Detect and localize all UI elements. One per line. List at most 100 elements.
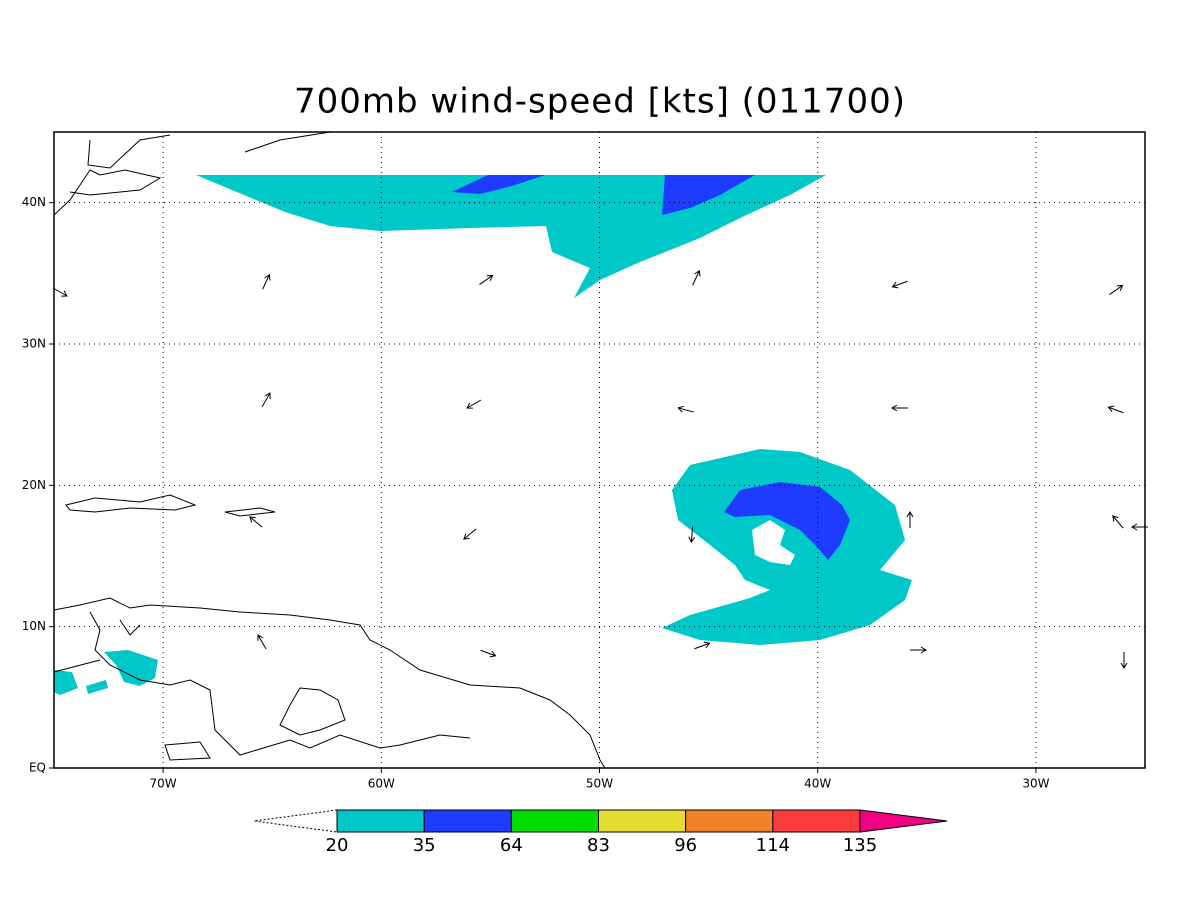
wind-arrow bbox=[1112, 515, 1124, 529]
arrow-head bbox=[249, 516, 256, 523]
arrow-shaft bbox=[52, 287, 68, 297]
wind-arrow bbox=[249, 516, 263, 528]
wind-area bbox=[86, 680, 108, 694]
colorbar-box bbox=[598, 809, 687, 833]
arrow-head bbox=[891, 404, 898, 412]
arrow-shaft bbox=[480, 649, 496, 657]
wind-arrow bbox=[1107, 405, 1124, 414]
x-tick-label: 70W bbox=[150, 777, 177, 791]
arrow-shaft bbox=[479, 275, 493, 285]
colorbar-label: 135 bbox=[843, 835, 877, 856]
colorbar-label: 114 bbox=[756, 835, 790, 856]
wind-area bbox=[452, 175, 545, 194]
arrow-head bbox=[264, 392, 271, 399]
arrow-shaft bbox=[261, 392, 271, 408]
colorbar-box bbox=[772, 809, 861, 833]
colorbar-box bbox=[510, 809, 600, 833]
y-tick-label: 30N bbox=[22, 337, 46, 351]
arrow-head bbox=[688, 536, 696, 543]
colorbar-over bbox=[859, 809, 948, 833]
arrow-head bbox=[1116, 284, 1124, 291]
colorbar-under bbox=[254, 809, 338, 833]
wind-area bbox=[662, 449, 912, 645]
arrow-shaft bbox=[690, 525, 694, 543]
colorbar-label: 35 bbox=[413, 835, 436, 856]
wind-arrow bbox=[1131, 523, 1148, 531]
wind-arrow bbox=[52, 287, 68, 297]
wind-arrow bbox=[891, 280, 908, 289]
x-tick-label: 60W bbox=[368, 777, 395, 791]
map-title: 700mb wind-speed [kts] (011700) bbox=[294, 82, 906, 122]
shading bbox=[54, 175, 912, 695]
wind-arrow bbox=[1120, 652, 1128, 669]
x-tick-label: 30W bbox=[1022, 777, 1049, 791]
wind-arrow bbox=[891, 404, 908, 412]
wind-arrow bbox=[466, 399, 482, 409]
arrow-head bbox=[264, 273, 271, 281]
colorbar-box bbox=[336, 809, 425, 833]
colorbar-box bbox=[423, 809, 512, 833]
wind-arrow bbox=[910, 646, 927, 654]
arrow-shaft bbox=[466, 399, 482, 409]
wind-arrow bbox=[257, 634, 267, 650]
colorbar-label: 83 bbox=[587, 835, 610, 856]
arrow-shaft bbox=[1112, 515, 1124, 529]
arrow-shaft bbox=[678, 407, 694, 413]
arrow-head bbox=[1107, 405, 1115, 413]
arrow-shaft bbox=[892, 280, 908, 288]
arrow-head bbox=[489, 650, 497, 658]
wind-hole bbox=[752, 520, 795, 565]
coastlines bbox=[53, 131, 606, 769]
colorbar-label: 96 bbox=[674, 835, 697, 856]
arrow-head bbox=[1131, 523, 1138, 531]
wind-arrow bbox=[261, 392, 271, 408]
wind-area bbox=[724, 482, 850, 560]
arrow-shaft bbox=[257, 634, 267, 650]
wind-arrow bbox=[262, 273, 271, 290]
wind-area bbox=[54, 670, 78, 695]
arrow-shaft bbox=[692, 270, 700, 286]
arrow-head bbox=[486, 274, 494, 281]
arrow-head bbox=[257, 634, 264, 641]
wind-arrow bbox=[906, 511, 914, 528]
arrow-head bbox=[677, 405, 685, 413]
y-tick-label: EQ bbox=[29, 761, 46, 775]
y-tick-label: 40N bbox=[22, 195, 46, 209]
arrow-shaft bbox=[694, 642, 710, 650]
arrow-head bbox=[694, 269, 701, 277]
wind-arrow bbox=[1109, 284, 1124, 295]
wind-vectors bbox=[52, 269, 1148, 669]
colorbar-box bbox=[685, 809, 774, 833]
grid: 70W 60W 50W 40W 30W EQ 10N 20N 30N 40N bbox=[22, 132, 1145, 791]
arrow-head bbox=[1120, 662, 1128, 669]
colorbar-label: 64 bbox=[500, 835, 523, 856]
arrow-shaft bbox=[1109, 285, 1123, 295]
wind-area bbox=[104, 650, 158, 686]
arrow-head bbox=[891, 281, 899, 289]
colorbar: 20 35 64 83 96 114 135 bbox=[254, 809, 948, 856]
wind-arrow bbox=[463, 528, 477, 540]
arrow-head bbox=[906, 511, 914, 518]
arrow-shaft bbox=[1108, 406, 1124, 414]
arrow-head bbox=[466, 402, 473, 409]
arrow-head bbox=[463, 533, 470, 540]
arrow-head bbox=[920, 646, 927, 654]
x-tick-label: 40W bbox=[804, 777, 831, 791]
wind-arrow bbox=[480, 649, 497, 658]
wind-area bbox=[662, 175, 755, 215]
arrow-shaft bbox=[463, 528, 477, 540]
wind-arrow bbox=[692, 269, 701, 286]
wind-arrow bbox=[694, 641, 711, 650]
y-tick-label: 20N bbox=[22, 478, 46, 492]
arrow-head bbox=[1112, 515, 1119, 522]
wind-arrow bbox=[677, 405, 694, 413]
wind-arrow bbox=[479, 274, 494, 285]
wind-arrow bbox=[688, 525, 696, 543]
arrow-head bbox=[61, 290, 68, 297]
arrow-shaft bbox=[262, 274, 270, 290]
y-tick-label: 10N bbox=[22, 619, 46, 633]
arrow-shaft bbox=[249, 516, 263, 528]
x-tick-label: 50W bbox=[586, 777, 613, 791]
